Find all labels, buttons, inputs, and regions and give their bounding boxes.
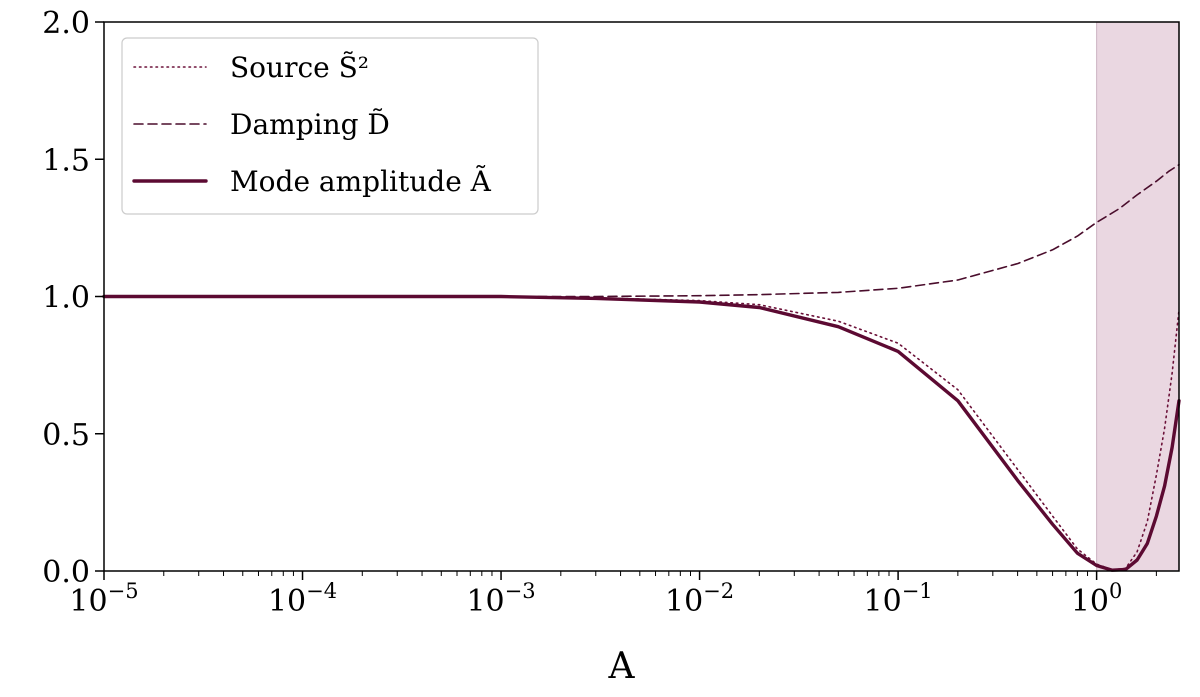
series-line-2 xyxy=(102,294,1181,572)
x-tick-label: 10−4 xyxy=(268,579,337,619)
y-tick-label: 1.5 xyxy=(42,143,90,178)
y-tick-label: 1.0 xyxy=(42,281,90,316)
y-tick-label: 2.0 xyxy=(42,6,90,41)
shaded-region xyxy=(1096,21,1180,572)
y-tick-label: 0.0 xyxy=(42,555,90,590)
x-tick-label: 100 xyxy=(1071,579,1123,619)
legend-label: Mode amplitude Ã xyxy=(230,165,492,198)
x-tick-label: 10−3 xyxy=(466,579,535,619)
x-tick-label: 10−2 xyxy=(665,579,734,619)
y-tick-label: 0.5 xyxy=(42,418,90,453)
x-tick-label: 10−5 xyxy=(69,579,138,619)
series-line-0 xyxy=(103,295,1180,571)
legend-box xyxy=(121,37,539,215)
x-axis-label: A xyxy=(608,646,636,687)
legend-label: Damping D̃ xyxy=(230,108,390,141)
legend-label: Source S̃² xyxy=(230,51,369,84)
x-tick-label: 10−1 xyxy=(864,579,933,619)
